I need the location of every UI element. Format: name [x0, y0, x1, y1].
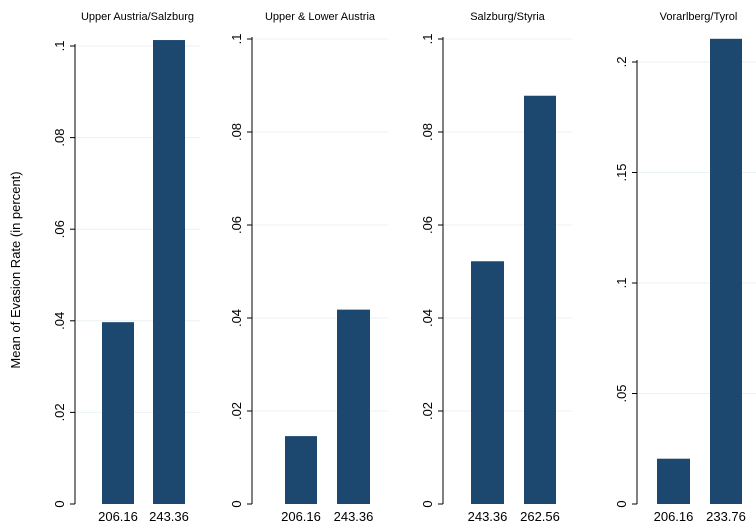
- y-tick-label: .1: [52, 41, 67, 52]
- y-tick-label: .02: [52, 403, 67, 421]
- y-tick-label: .06: [420, 216, 435, 234]
- y-tick-label: 0: [614, 500, 629, 507]
- panel-title: Salzburg/Styria: [470, 11, 545, 23]
- y-tick-label: .02: [420, 402, 435, 420]
- y-tick-label: .05: [614, 384, 629, 402]
- panel-title: Vorarlberg/Tyrol: [660, 11, 738, 23]
- y-tick-label: .04: [52, 312, 67, 330]
- bar: [102, 322, 134, 504]
- y-tick-label: .2: [614, 57, 629, 68]
- x-tick-label: 233.76: [706, 509, 746, 524]
- x-tick-label: 243.36: [149, 509, 189, 524]
- x-tick-label: 206.16: [281, 509, 321, 524]
- panel-1: 0 .02 .04 .06 .08 .1 206.16 243.36 Upper Austria…: [52, 11, 200, 524]
- panels: 0 .02 .04 .06 .08 .1 206.16 243.36 Upper Austria…: [52, 11, 756, 524]
- bar: [285, 436, 317, 504]
- x-tick-label: 243.36: [334, 509, 374, 524]
- bar: [710, 38, 742, 505]
- x-tick-label: 262.56: [520, 509, 560, 524]
- y-tick-label: .06: [52, 220, 67, 238]
- y-tick-label: .06: [229, 216, 244, 234]
- y-tick-label: .04: [420, 309, 435, 327]
- panel-3: 0 .02 .04 .06 .08 .1 243.36 262.56 Salzburg/Styr…: [420, 11, 572, 524]
- y-tick-label: .1: [229, 34, 244, 45]
- y-tick-label: .1: [420, 34, 435, 45]
- y-tick-label: .08: [52, 129, 67, 147]
- y-tick-label: .08: [420, 123, 435, 141]
- y-tick-label: .02: [229, 402, 244, 420]
- x-tick-label: 206.16: [654, 509, 694, 524]
- y-tick-label: .15: [614, 163, 629, 181]
- y-tick-label: 0: [229, 500, 244, 507]
- panel-4: 0 .05 .1 .15 .2 206.16 233.76 Vorarlberg/Tyrol: [614, 11, 756, 524]
- y-tick-label: .04: [229, 309, 244, 327]
- x-tick-label: 243.36: [468, 509, 508, 524]
- panel-2: 0 .02 .04 .06 .08 .1 206.16 243.36 Upper & Lower…: [229, 11, 388, 524]
- panel-title: Upper & Lower Austria: [265, 11, 376, 23]
- y-tick-label: .08: [229, 123, 244, 141]
- y-tick-label: 0: [52, 500, 67, 507]
- x-tick-label: 206.16: [98, 509, 138, 524]
- y-tick-label: .1: [614, 278, 629, 289]
- bar: [337, 309, 370, 504]
- panel-title: Upper Austria/Salzburg: [81, 11, 194, 23]
- bar: [153, 40, 185, 505]
- y-tick-label: 0: [420, 500, 435, 507]
- bar: [657, 458, 690, 504]
- y-axis-label: Mean of Evasion Rate (in percent): [8, 171, 23, 368]
- bar: [524, 95, 556, 504]
- bar: [471, 261, 504, 504]
